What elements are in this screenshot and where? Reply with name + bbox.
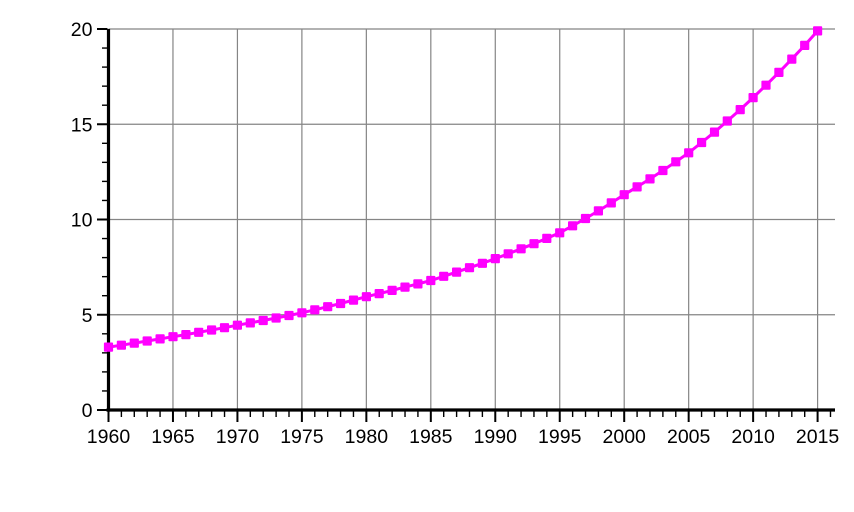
data-point-marker <box>632 182 642 192</box>
data-point-marker <box>542 233 552 243</box>
data-point-marker <box>374 289 384 299</box>
x-tick-label: 1985 <box>409 426 453 448</box>
data-point-marker <box>426 275 436 286</box>
y-tick-label: 0 <box>82 400 93 422</box>
data-point-marker <box>232 320 242 330</box>
data-point-marker <box>606 198 616 208</box>
data-point-marker <box>684 148 694 158</box>
data-point-marker <box>336 298 346 309</box>
data-point-marker <box>619 190 629 200</box>
data-point-marker <box>477 258 487 268</box>
data-point-marker <box>297 308 307 318</box>
data-point-marker <box>348 295 359 305</box>
data-point-marker <box>645 174 655 184</box>
data-point-marker <box>735 105 745 115</box>
data-point-marker <box>593 206 603 216</box>
data-point-marker <box>310 305 320 315</box>
data-point-marker <box>400 282 410 292</box>
data-point-marker <box>800 40 810 50</box>
data-point-marker <box>219 323 230 333</box>
data-point-marker <box>529 239 539 249</box>
data-point-marker <box>787 54 797 64</box>
x-tick-label: 1970 <box>216 426 260 448</box>
data-point-marker <box>761 80 771 90</box>
data-point-marker <box>697 137 707 148</box>
data-point-marker <box>748 93 758 103</box>
x-tick-label: 1960 <box>87 426 131 448</box>
x-tick-label: 2005 <box>667 426 711 448</box>
data-point-marker <box>516 244 526 254</box>
y-tick-label: 5 <box>82 305 93 327</box>
data-point-marker <box>568 221 578 231</box>
data-point-marker <box>129 338 139 348</box>
data-point-marker <box>323 302 333 312</box>
data-point-marker <box>490 254 500 264</box>
data-point-marker <box>142 336 152 346</box>
data-point-marker <box>258 315 268 326</box>
data-point-marker <box>207 325 217 335</box>
data-point-marker <box>387 285 397 295</box>
data-point-marker <box>671 157 681 167</box>
x-tick-label: 1990 <box>474 426 518 448</box>
data-point-marker <box>555 228 565 238</box>
data-point-marker <box>116 340 126 350</box>
x-tick-label: 1965 <box>151 426 195 448</box>
data-point-marker <box>439 271 449 281</box>
data-point-marker <box>181 330 191 340</box>
x-tick-label: 1975 <box>280 426 324 448</box>
x-tick-label: 1980 <box>345 426 389 448</box>
x-tick-label: 2000 <box>603 426 647 448</box>
data-point-marker <box>245 318 255 328</box>
data-point-marker <box>361 292 371 302</box>
data-point-marker <box>464 263 475 273</box>
data-point-marker <box>284 310 294 321</box>
data-point-marker <box>813 26 823 36</box>
data-point-marker <box>658 165 668 176</box>
y-tick-label: 20 <box>71 19 93 41</box>
data-point-marker <box>103 342 114 352</box>
data-point-marker <box>452 267 462 277</box>
data-point-marker <box>503 249 513 259</box>
data-point-marker <box>709 127 720 137</box>
data-point-marker <box>580 213 591 224</box>
data-point-marker <box>194 327 204 337</box>
data-point-marker <box>774 67 784 77</box>
x-tick-label: 2010 <box>731 426 775 448</box>
data-point-marker <box>155 334 165 344</box>
data-point-marker <box>722 116 732 126</box>
x-tick-label: 1995 <box>538 426 582 448</box>
y-tick-label: 15 <box>71 114 93 136</box>
data-point-marker <box>271 313 281 323</box>
data-point-marker <box>413 279 423 289</box>
y-tick-label: 10 <box>71 210 93 232</box>
x-tick-label: 2015 <box>796 426 840 448</box>
data-point-marker <box>168 332 178 342</box>
